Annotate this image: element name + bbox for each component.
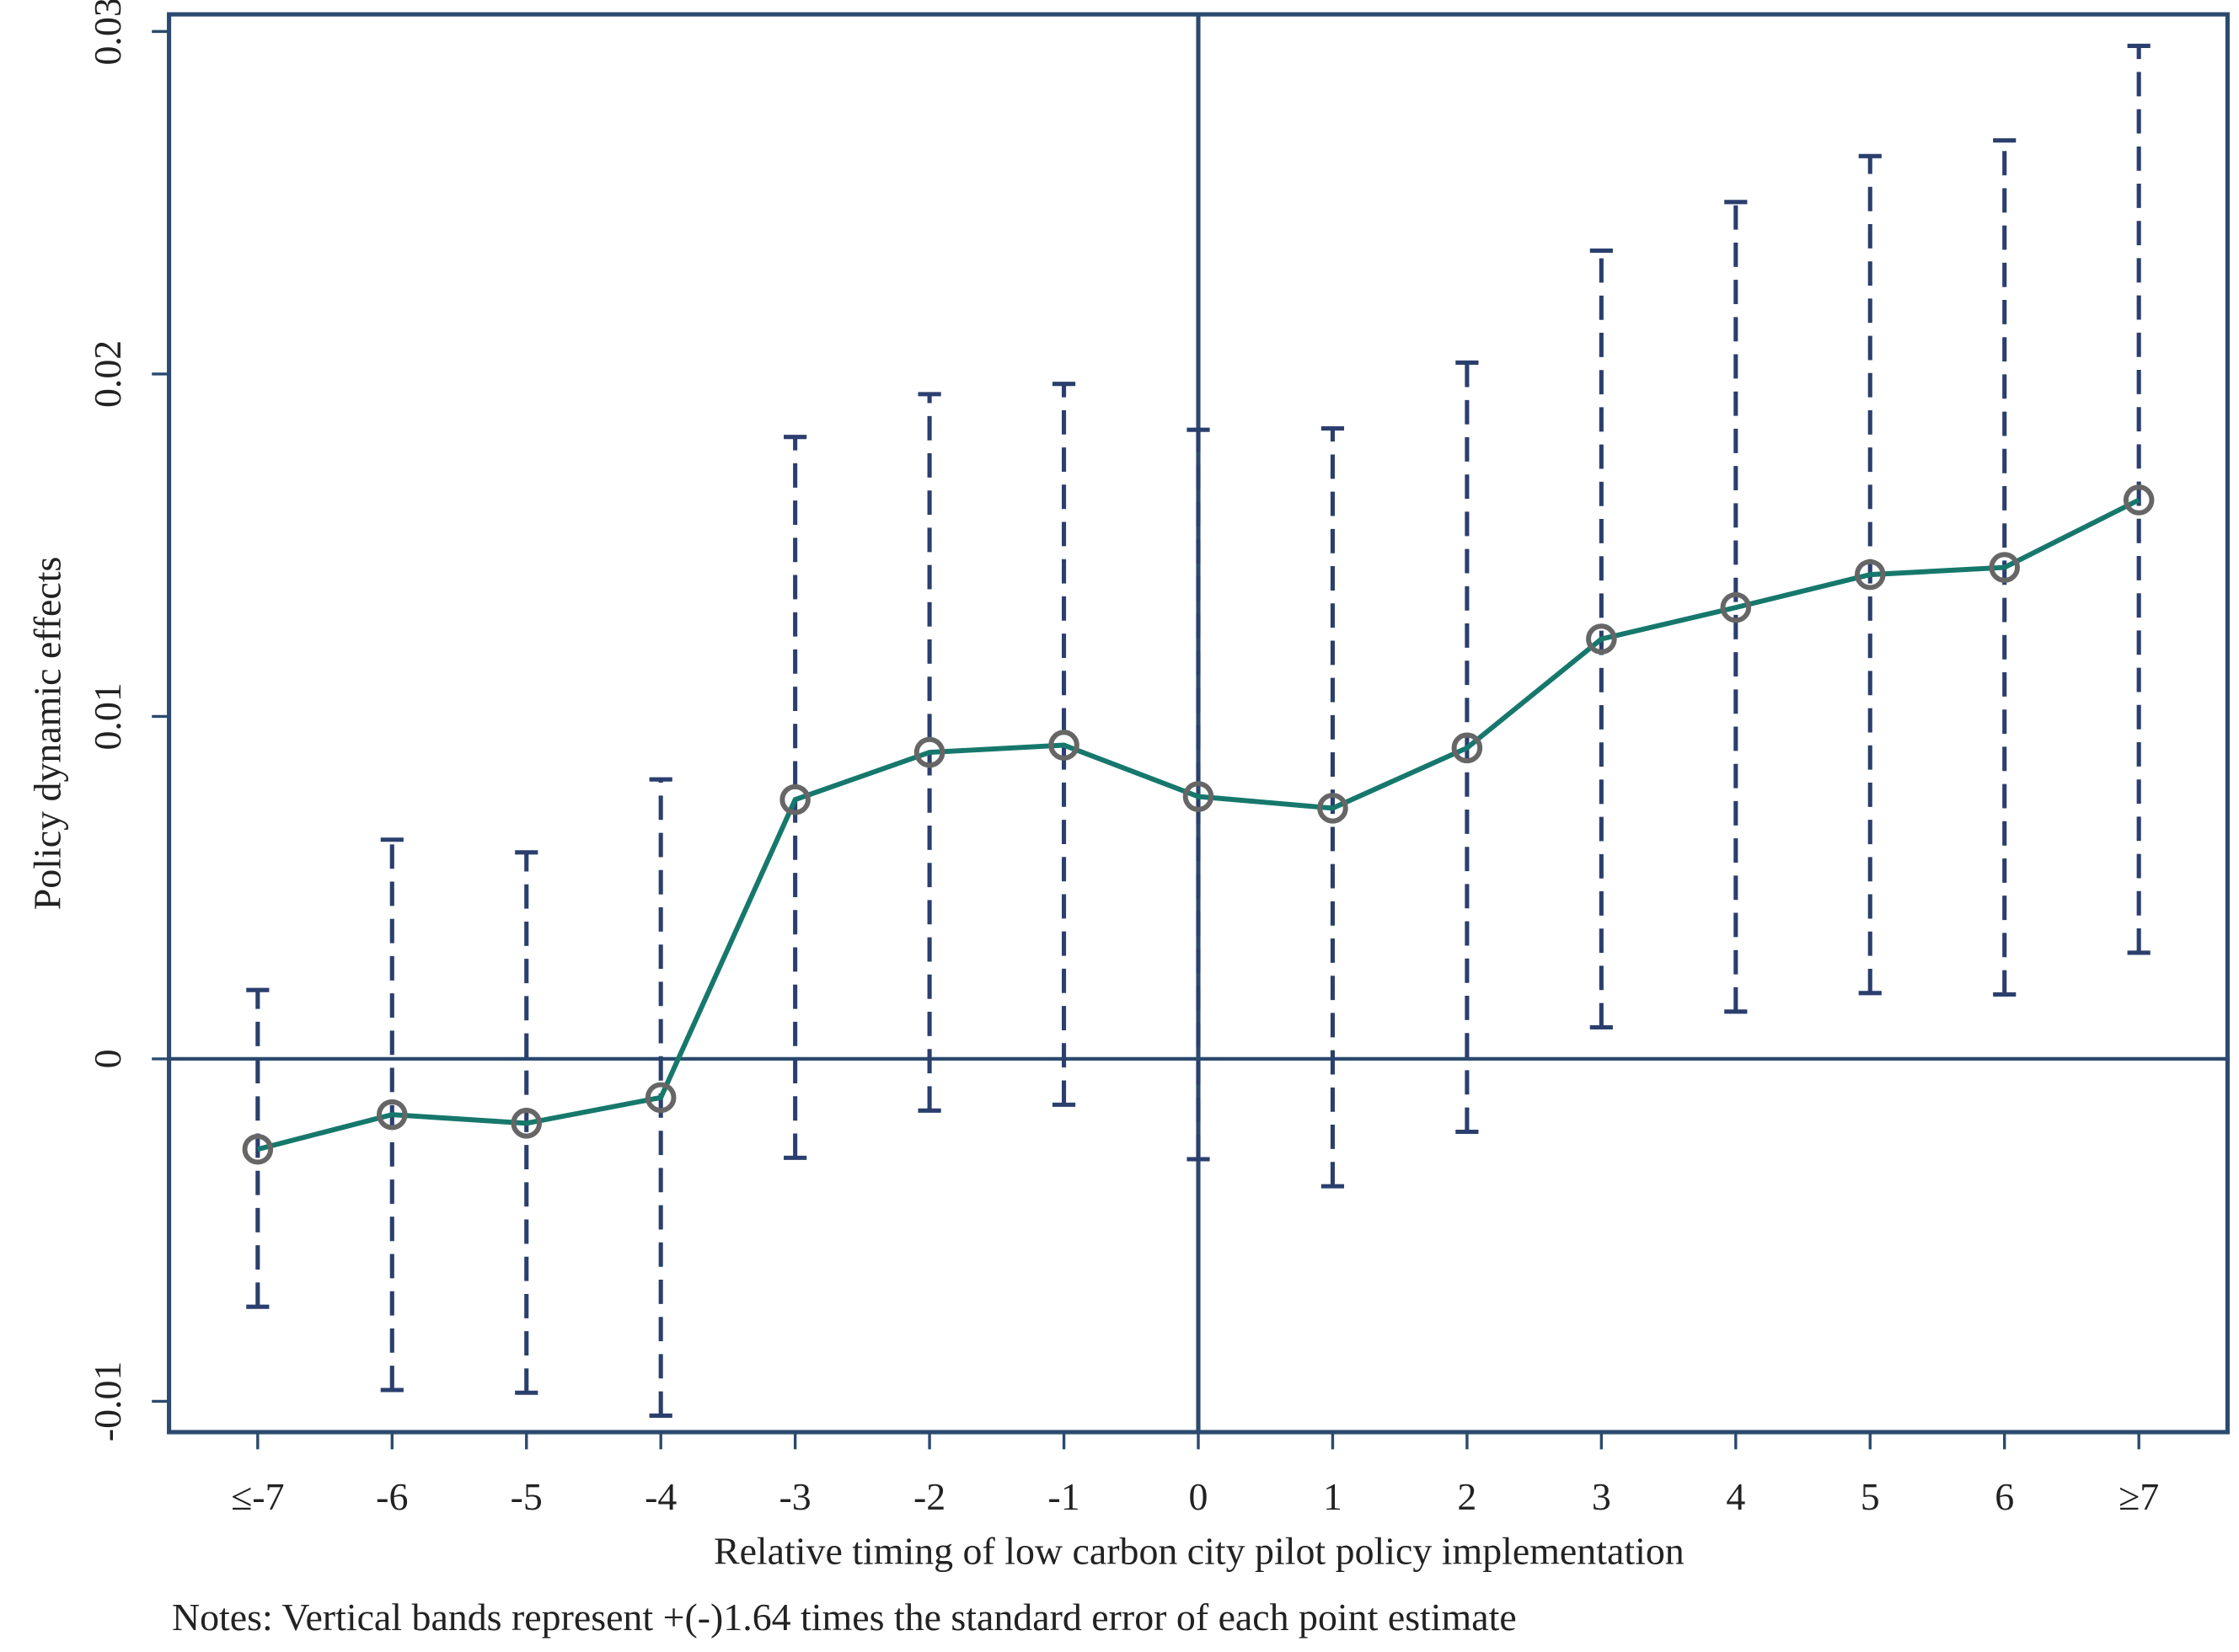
x-tick-label: ≥7 — [2118, 1475, 2159, 1518]
estimate-point — [1451, 732, 1483, 764]
x-tick-label: -1 — [1047, 1475, 1079, 1518]
estimate-point — [511, 1108, 543, 1139]
estimate-point — [1989, 552, 2020, 583]
x-tick-label: ≤-7 — [231, 1475, 284, 1518]
plot-frame — [167, 12, 2230, 1435]
estimate-point — [913, 736, 945, 768]
estimate-point — [1854, 559, 1886, 591]
x-tick-label: 3 — [1592, 1475, 1611, 1518]
y-tick-label: 0 — [86, 1049, 129, 1068]
x-tick-label: 4 — [1726, 1475, 1745, 1518]
x-tick-label: -5 — [511, 1475, 543, 1518]
x-axis-label: Relative timing of low carbon city pilot… — [714, 1530, 1685, 1573]
x-tick-label: 1 — [1323, 1475, 1342, 1518]
estimate-point — [645, 1082, 677, 1114]
estimate-point — [779, 783, 811, 815]
y-axis-label: Policy dynamic effects — [26, 557, 69, 911]
estimate-point — [1586, 623, 1617, 655]
estimate-point — [377, 1099, 408, 1131]
estimate-point — [242, 1133, 274, 1165]
x-tick-label: -2 — [913, 1475, 945, 1518]
estimate-point — [1182, 781, 1214, 812]
x-tick-label: 0 — [1189, 1475, 1208, 1518]
y-tick-label: -0.01 — [86, 1361, 129, 1442]
estimate-line — [257, 497, 2140, 1152]
x-tick-label: 5 — [1861, 1475, 1880, 1518]
estimate-point — [1048, 730, 1079, 761]
x-tick-label: -6 — [376, 1475, 408, 1518]
notes: Notes: Vertical bands represent +(-)1.64… — [172, 1596, 1517, 1639]
x-tick-label: -4 — [645, 1475, 677, 1518]
estimate-point — [1317, 793, 1348, 824]
y-tick-label: 0.01 — [86, 682, 129, 750]
estimate-point — [2123, 484, 2155, 516]
y-tick-label: 0.02 — [86, 340, 129, 408]
estimate-point — [1720, 591, 1752, 623]
x-tick-label: 2 — [1457, 1475, 1476, 1518]
x-tick-label: 6 — [1995, 1475, 2014, 1518]
x-tick-label: -3 — [779, 1475, 812, 1518]
y-tick-label: 0.03 — [86, 0, 129, 66]
